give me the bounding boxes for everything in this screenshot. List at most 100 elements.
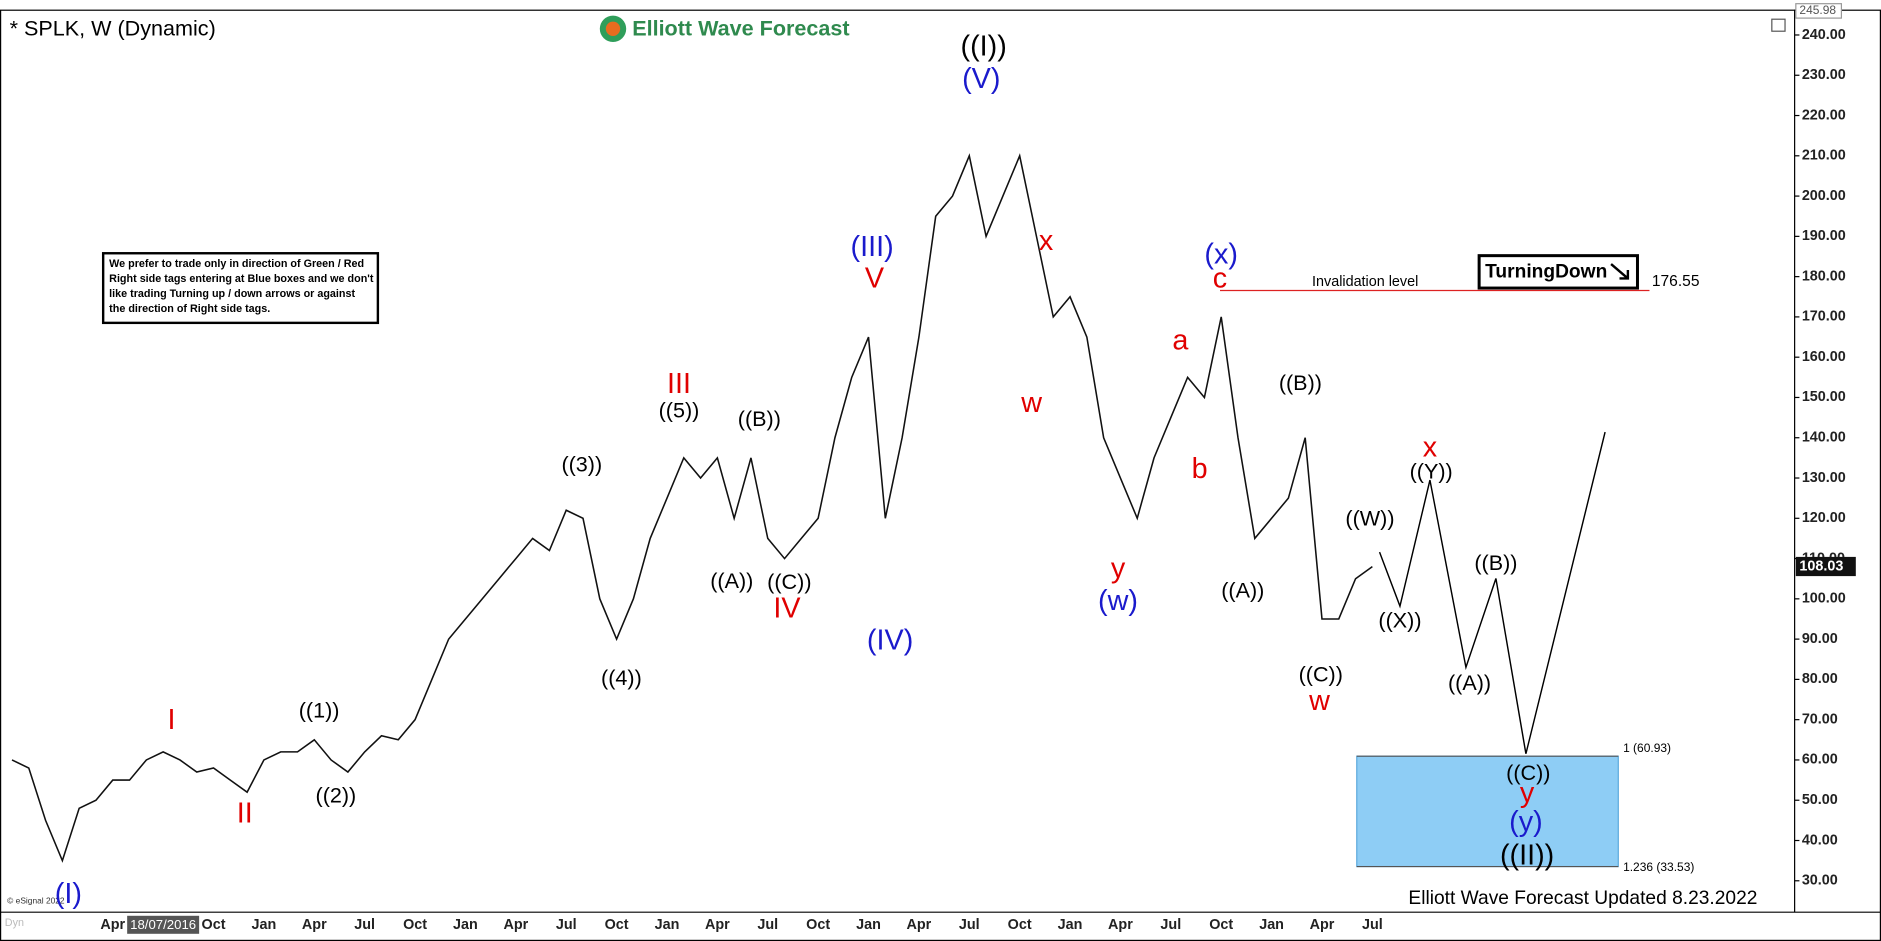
x-tick-label: Oct [202, 917, 226, 933]
wave-label: ((5)) [659, 397, 700, 422]
x-tick-label: Oct [403, 917, 427, 933]
wave-label: (w) [1098, 585, 1138, 617]
x-tick-label: Apr [705, 917, 730, 933]
y-tick-label: 80.00 [1802, 671, 1838, 687]
window-icon[interactable] [1771, 18, 1786, 32]
wave-label: ((1)) [299, 697, 340, 722]
wave-label: ((B)) [738, 406, 781, 431]
wave-label: (III) [851, 231, 894, 263]
wave-label: ((A)) [710, 568, 753, 593]
wave-label: (IV) [867, 625, 913, 657]
wave-label: ((2)) [316, 783, 357, 808]
wave-label: ((X)) [1378, 607, 1421, 632]
x-tick-label: 18/07/2016 [130, 917, 196, 932]
x-tick-label: Jan [252, 917, 277, 933]
note-line: like trading Turning up / down arrows or… [109, 288, 355, 300]
wave-label: ((C)) [1299, 661, 1343, 686]
wave-label: V [865, 262, 885, 294]
frame [0, 9, 1881, 941]
last-price-tag [1795, 556, 1856, 577]
top-price-tag [1795, 3, 1843, 19]
wave-label: ((II)) [1500, 840, 1554, 872]
y-tick-label: 40.00 [1802, 832, 1838, 848]
invalidation-label: Invalidation level [1312, 274, 1418, 290]
y-tick-label: 70.00 [1802, 711, 1838, 727]
y-tick-label: 190.00 [1802, 228, 1846, 244]
wave-label: w [1308, 685, 1330, 717]
wave-label: x [1423, 432, 1438, 464]
y-tick-label: 240.00 [1802, 27, 1846, 43]
wave-label: ((C)) [767, 569, 811, 594]
fib-label: 1.236 (33.53) [1623, 860, 1694, 874]
copyright: © eSignal 2022 [7, 896, 65, 906]
wave-label: ((C)) [1506, 760, 1550, 785]
wave-label: ((4)) [601, 665, 642, 690]
x-tick-label: Jul [354, 917, 375, 933]
wave-label: ((W)) [1345, 505, 1394, 530]
x-tick-label: Oct [806, 917, 830, 933]
x-tick-label: Jan [453, 917, 478, 933]
wave-label: b [1192, 453, 1208, 485]
date-tag [127, 915, 200, 934]
wave-label: ((A)) [1221, 577, 1264, 602]
y-tick-label: 30.00 [1802, 873, 1838, 889]
x-tick-label: Jul [959, 917, 980, 933]
signal-text: TurningDown [1485, 262, 1607, 283]
wave-label: II [237, 798, 253, 830]
y-tick-label: 60.00 [1802, 752, 1838, 768]
x-tick-label: Oct [1008, 917, 1032, 933]
wave-label: III [667, 368, 691, 400]
wave-label: ((Y)) [1410, 459, 1453, 484]
wave-label: ((B)) [1279, 370, 1322, 395]
wave-label: y [1520, 777, 1535, 809]
y-tick-label: 160.00 [1802, 349, 1846, 365]
top-price-label: 245.98 [1799, 3, 1836, 17]
logo-icon-inner [605, 21, 621, 37]
y-tick-label: 90.00 [1802, 631, 1838, 647]
y-tick-label: 180.00 [1802, 268, 1846, 284]
y-tick-label: 170.00 [1802, 309, 1846, 325]
wave-label: (y) [1509, 806, 1543, 838]
footer: Elliott Wave Forecast Updated 8.23.2022 [1408, 888, 1757, 909]
x-tick-label: Jan [655, 917, 680, 933]
note-line: We prefer to trade only in direction of … [109, 258, 364, 270]
overlay-text: Dyn [5, 917, 24, 929]
x-tick-label: Jul [757, 917, 778, 933]
wave-label: c [1213, 262, 1227, 294]
wave-label: y [1111, 553, 1126, 585]
invalidation-value: 176.55 [1652, 273, 1700, 290]
wave-label: ((B)) [1474, 550, 1517, 575]
x-tick-label: Oct [1209, 917, 1233, 933]
projection-path [1378, 431, 1606, 754]
x-tick-label: Jul [1362, 917, 1383, 933]
x-tick-label: Oct [605, 917, 629, 933]
signal-box [1477, 254, 1639, 290]
x-tick-label: Jan [1259, 917, 1284, 933]
y-tick-label: 140.00 [1802, 430, 1846, 446]
y-tick-label: 200.00 [1802, 188, 1846, 204]
y-tick-label: 100.00 [1802, 591, 1846, 607]
wave-label: ((A)) [1448, 670, 1491, 695]
x-tick-label: Apr [907, 917, 932, 933]
wave-label: (I) [55, 878, 82, 910]
chart-title: * SPLK, W (Dynamic) [10, 16, 216, 41]
y-tick-label: 230.00 [1802, 67, 1846, 83]
x-tick-label: Apr [302, 917, 327, 933]
signal-arrow [1610, 263, 1630, 280]
wave-label: (V) [962, 63, 1000, 95]
wave-label: IV [773, 592, 801, 624]
x-tick-label: Jan [856, 917, 881, 933]
y-tick-label: 50.00 [1802, 792, 1838, 808]
wave-label: w [1020, 387, 1042, 419]
x-tick-label: Apr [503, 917, 528, 933]
price-line [11, 153, 1373, 863]
x-tick-label: Apr [100, 917, 125, 933]
note-line: the direction of Right side tags. [109, 303, 270, 315]
note-line: Right side tags entering at Blue boxes a… [109, 273, 374, 285]
y-tick-label: 120.00 [1802, 510, 1846, 526]
target-box [1356, 755, 1619, 868]
x-tick-label: Jan [1058, 917, 1083, 933]
wave-label: ((I)) [961, 31, 1007, 63]
x-tick-label: Apr [1310, 917, 1335, 933]
note-box [101, 252, 380, 325]
